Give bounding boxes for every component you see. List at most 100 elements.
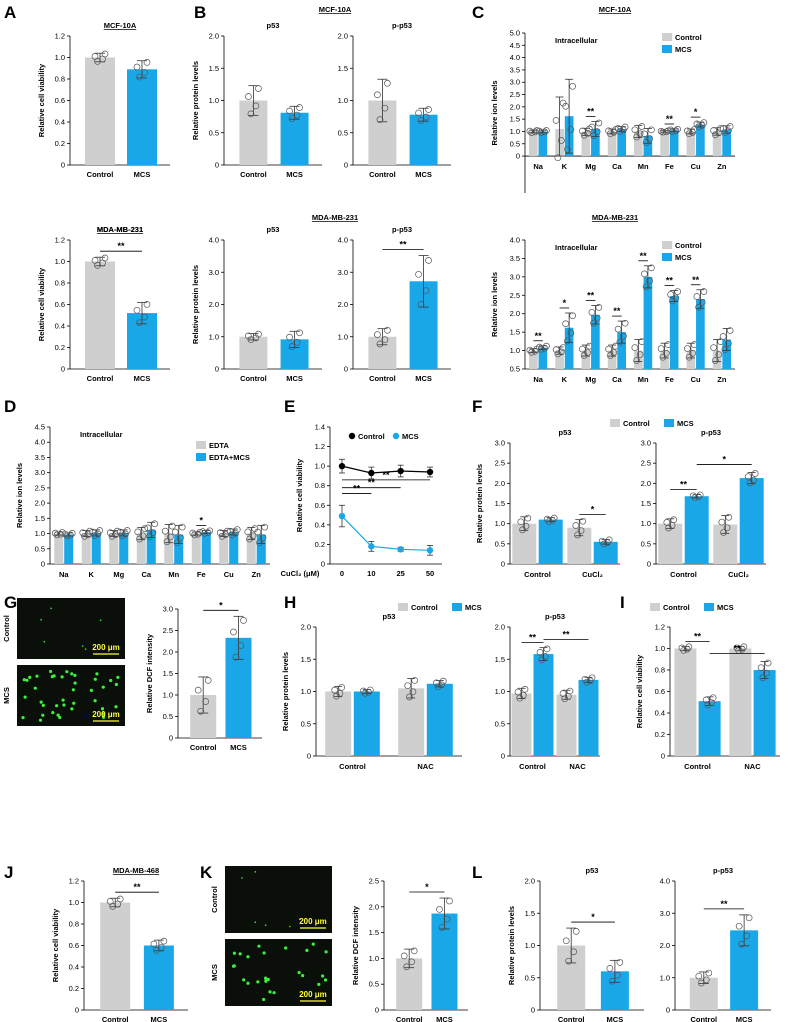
- B2-y-tick-label: 1.0: [338, 96, 348, 105]
- K-micrograph: [225, 939, 332, 1006]
- H2-y-tick-label: 2.0: [495, 623, 505, 632]
- G-cell-fluorescence: [38, 718, 43, 722]
- H1-data-point: [338, 683, 346, 691]
- F-legend-swatch: [610, 419, 620, 427]
- C2-bar: [529, 350, 538, 369]
- B4-data-point: [376, 340, 384, 348]
- H1-data-point: [409, 688, 417, 696]
- F-legend-swatch: [664, 419, 674, 427]
- B1-y-tick-label: 0: [215, 161, 219, 170]
- C1-y-tick-label: 4.0: [510, 53, 520, 62]
- L2-data-point: [735, 922, 743, 930]
- panel-letter-E: E: [284, 397, 295, 416]
- C1-data-point: [648, 126, 655, 134]
- C1-data-point: [657, 127, 665, 135]
- G-cell-fluorescence: [114, 705, 118, 709]
- F1-bar: [593, 541, 618, 564]
- D-data-point: [201, 530, 208, 537]
- F2-y-tick-label: 0: [647, 560, 651, 569]
- K-data-point: [403, 963, 411, 971]
- C1-bar: [538, 131, 548, 157]
- C1-data-point: [646, 135, 653, 142]
- I-data-point: [707, 699, 715, 707]
- C2-data-point: [672, 294, 680, 302]
- C2-data-point: [684, 345, 691, 352]
- K-data-point: [408, 958, 416, 966]
- G-cell-fluorescence: [33, 686, 37, 690]
- G-data-point: [202, 698, 210, 705]
- E-legend-marker: [392, 432, 400, 440]
- B3-category-label: Control: [240, 374, 267, 383]
- G-cell-fluorescence: [65, 670, 69, 674]
- K-cell-fluorescence: [242, 978, 246, 982]
- I-data-point: [764, 659, 772, 667]
- A2-y-tick-label: 1.0: [55, 257, 65, 266]
- K-micrograph-label: MCS: [210, 964, 219, 981]
- K-cell-fluorescence: [321, 974, 325, 978]
- L1-y-axis-label: Relative protein levels: [507, 906, 516, 985]
- I-data-point: [704, 701, 712, 709]
- G-cell-fluorescence: [93, 699, 97, 703]
- F1-y-tick-label: 3.0: [495, 439, 505, 448]
- C1-category-label: Mn: [638, 162, 649, 171]
- A1-y-tick-label: 0.2: [55, 139, 65, 148]
- L2-sig-mark: **: [720, 899, 728, 909]
- C2-data-point: [579, 345, 586, 353]
- G-y-tick-label: 2.0: [163, 648, 173, 657]
- C1-bar: [591, 129, 600, 157]
- C1-data-point: [614, 124, 622, 132]
- F2-sig-mark: **: [680, 480, 688, 490]
- C1-data-point: [633, 133, 640, 141]
- I-legend-label: MCS: [717, 603, 734, 612]
- C2-legend-label: MCS: [675, 253, 692, 262]
- G-cell-fluorescence: [39, 700, 43, 704]
- D-bar: [201, 532, 211, 564]
- G-micrograph-label: MCS: [2, 687, 11, 704]
- D-y-tick-label: 0: [41, 560, 45, 569]
- C2-data-point: [593, 314, 601, 322]
- H2-title: p-p53: [545, 612, 565, 621]
- C2-y-tick-label: 1.0: [510, 346, 520, 355]
- F2-data-point: [750, 476, 757, 484]
- D-y-tick-label: 0.5: [35, 544, 45, 553]
- L1-data-point: [606, 964, 614, 972]
- C1-data-point: [536, 127, 543, 135]
- C2-sig-mark: **: [666, 275, 674, 285]
- C2-y-tick-label: 3.0: [510, 272, 520, 281]
- C1-data-point: [580, 131, 588, 139]
- K-cell-fluorescence: [311, 942, 315, 946]
- K-data-point: [438, 924, 446, 931]
- C2-y-tick-label: 1.5: [510, 328, 520, 337]
- G-cell-fluorescence: [70, 672, 74, 676]
- A1-category-label: MCS: [134, 170, 151, 179]
- J-data-point: [116, 895, 124, 903]
- G-cell-fluorescence: [72, 701, 76, 705]
- D-data-point: [254, 528, 262, 536]
- I-data-point: [740, 643, 748, 651]
- B3-y-tick-label: 4.0: [209, 236, 219, 245]
- B2-data-point: [425, 106, 432, 113]
- G-cell-fluorescence: [71, 688, 75, 692]
- C2-data-point: [564, 337, 571, 345]
- C2-category-label: Na: [533, 375, 543, 384]
- K-y-tick-label: 1.5: [369, 928, 379, 937]
- G-cell-fluorescence: [28, 675, 32, 679]
- L1-data-point: [570, 948, 578, 956]
- K-y-tick-label: 0: [375, 1006, 379, 1015]
- B-suptitle-2: MDA-MB-231: [312, 213, 358, 222]
- G-cell-fluorescence: [109, 678, 113, 683]
- H2-data-point: [514, 688, 522, 696]
- D-data-point: [51, 529, 59, 537]
- B3-title: p53: [267, 225, 280, 234]
- L2-category-label: MCS: [736, 1015, 753, 1022]
- D-data-point: [139, 532, 147, 540]
- C2-legend-swatch: [662, 241, 672, 249]
- D-data-point: [53, 531, 61, 539]
- K-data-point: [446, 897, 453, 905]
- F2-y-tick-label: 2.0: [641, 479, 651, 488]
- F1-y-tick-label: 2.0: [495, 479, 505, 488]
- H1-bar: [353, 691, 380, 756]
- G-cell-fluorescence: [43, 640, 46, 643]
- B1-data-point: [293, 111, 301, 119]
- C1-y-tick-label: 4.5: [510, 41, 520, 50]
